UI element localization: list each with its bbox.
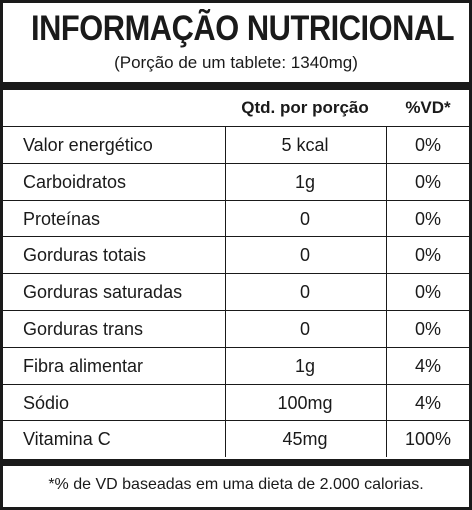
nutrient-row: Fibra alimentar 1g 4%: [3, 347, 469, 384]
nutrient-quantity: 1g: [294, 171, 316, 192]
column-separator: [225, 200, 226, 237]
nutrient-row: Vitamina C 45mg 100%: [3, 421, 469, 458]
column-separator: [386, 127, 387, 163]
bottom-divider: [3, 459, 469, 466]
row-divider: [3, 346, 469, 348]
column-separator: [225, 127, 226, 163]
row-divider: [3, 236, 469, 238]
nutrient-quantity: 5 kcal: [281, 135, 329, 155]
nutrient-daily-value: 100%: [404, 429, 452, 450]
nutrient-row: Gorduras trans 0 0%: [3, 311, 469, 347]
row-divider: [3, 273, 469, 275]
nutrient-quantity: 100mg: [277, 392, 333, 413]
column-separator: [225, 163, 226, 200]
column-separator: [225, 274, 226, 311]
column-separator: [386, 237, 387, 274]
top-divider: [3, 82, 469, 90]
nutrient-row: Gorduras saturadas 0 0%: [3, 274, 469, 311]
nutrient-name: Fibra alimentar: [23, 355, 144, 376]
serving-size: (Porção de um tablete: 1340mg): [114, 53, 358, 72]
nutrient-daily-value: 0%: [414, 245, 441, 266]
nutrient-quantity: 0: [299, 319, 310, 339]
nutrient-row: Sódio 100mg 4%: [3, 384, 469, 421]
row-divider: [3, 420, 469, 422]
label-title: INFORMAÇÃO NUTRICIONAL: [30, 9, 455, 48]
nutrient-daily-value: 0%: [414, 319, 441, 339]
vd-column-header: %VD*: [405, 98, 451, 117]
column-header-row: Qtd. por porção %VD*: [3, 90, 469, 126]
nutrient-row: Gorduras totais 0 0%: [3, 237, 469, 274]
nutrient-daily-value: 0%: [414, 135, 441, 155]
column-separator: [386, 421, 387, 458]
nutrient-quantity: 45mg: [282, 429, 328, 450]
nutrient-daily-value: 0%: [414, 208, 441, 229]
column-separator: [386, 384, 387, 421]
nutrient-daily-value: 4%: [414, 392, 441, 413]
column-separator: [225, 237, 226, 274]
nutrient-row: Carboidratos 1g 0%: [3, 163, 469, 200]
nutrient-name: Gorduras totais: [23, 245, 147, 266]
nutrient-quantity: 0: [299, 208, 310, 229]
row-divider: [3, 162, 469, 164]
row-divider: [3, 383, 469, 385]
column-separator: [225, 384, 226, 421]
column-separator: [386, 311, 387, 347]
nutrient-row: Proteínas 0 0%: [3, 200, 469, 237]
nutrient-daily-value: 0%: [414, 171, 441, 192]
column-separator: [386, 200, 387, 237]
nutrient-name: Vitamina C: [23, 429, 111, 450]
column-separator: [386, 274, 387, 311]
header-divider: [3, 126, 469, 127]
column-separator: [225, 421, 226, 458]
nutrient-name: Sódio: [23, 392, 70, 413]
column-separator: [386, 347, 387, 384]
nutrient-name: Carboidratos: [23, 171, 127, 192]
nutrient-daily-value: 0%: [414, 282, 441, 303]
qty-column-header: Qtd. por porção: [241, 98, 369, 117]
nutrient-quantity: 0: [299, 245, 310, 266]
row-divider: [3, 310, 469, 311]
column-separator: [386, 163, 387, 200]
nutrient-daily-value: 4%: [414, 355, 441, 376]
nutrient-quantity: 1g: [294, 355, 316, 376]
nutrient-name: Gorduras trans: [23, 319, 144, 339]
column-separator: [225, 347, 226, 384]
daily-value-footnote: *% de VD baseadas em uma dieta de 2.000 …: [48, 476, 424, 493]
nutrient-name: Valor energético: [23, 135, 153, 155]
column-separator: [225, 311, 226, 347]
nutrient-row: Valor energético 5 kcal 0%: [3, 127, 469, 163]
nutrient-name: Proteínas: [23, 208, 101, 229]
nutrient-quantity: 0: [299, 282, 310, 303]
nutrient-name: Gorduras saturadas: [23, 282, 183, 303]
row-divider: [3, 199, 469, 201]
